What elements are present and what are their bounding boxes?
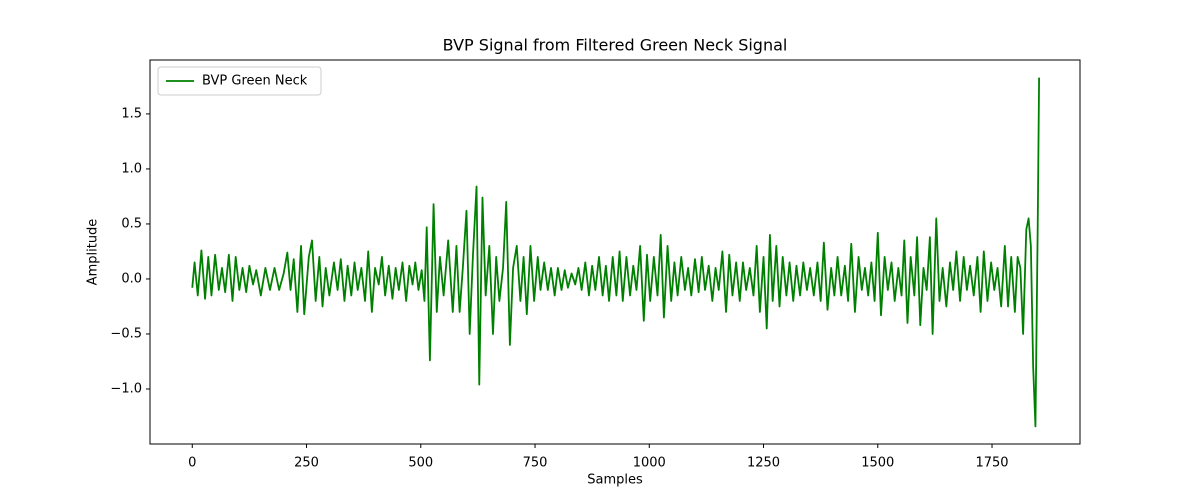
x-tick-label: 750 [523, 456, 548, 471]
y-tick-label: 1.5 [121, 106, 142, 121]
y-tick-label: −0.5 [110, 326, 142, 341]
legend-label: BVP Green Neck [202, 74, 308, 89]
x-axis-label: Samples [587, 473, 643, 488]
x-tick-label: 250 [294, 456, 319, 471]
y-tick-label: 1.0 [121, 161, 142, 176]
x-tick-label: 1250 [747, 456, 780, 471]
y-tick-label: 0.0 [121, 271, 142, 286]
x-tick-label: 500 [408, 456, 433, 471]
line-series [191, 77, 1040, 428]
y-tick-label: 0.5 [121, 216, 142, 231]
legend-box [157, 66, 322, 96]
y-axis-label: Amplitude [86, 219, 101, 286]
x-tick-label: 1750 [975, 456, 1008, 471]
x-tick-label: 1500 [861, 456, 894, 471]
x-tick-label: 0 [188, 456, 196, 471]
chart-title: BVP Signal from Filtered Green Neck Sign… [443, 36, 788, 55]
axes-frame [149, 59, 1081, 445]
y-tick-label: −1.0 [110, 381, 142, 396]
x-tick-label: 1000 [633, 456, 666, 471]
